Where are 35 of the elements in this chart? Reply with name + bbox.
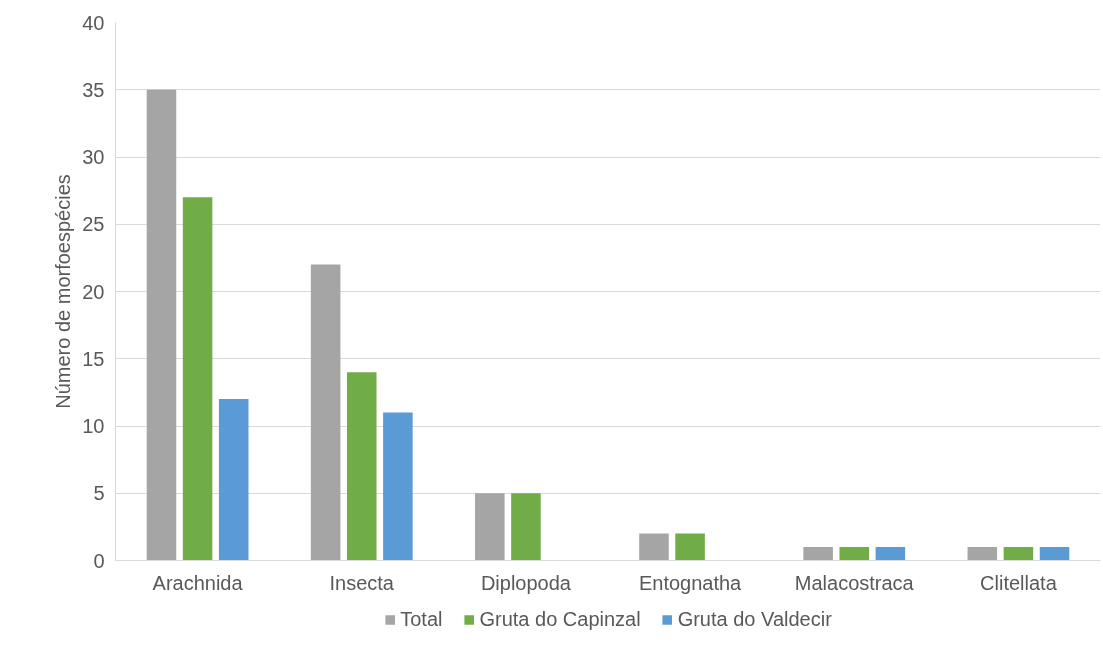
legend-label: Total: [400, 607, 443, 631]
legend-label: Gruta do Capinzal: [479, 607, 641, 631]
x-tick-label: Insecta: [329, 571, 395, 594]
x-tick-label: Diplopoda: [480, 571, 572, 594]
bar: [511, 493, 541, 561]
x-tick-label: Entognatha: [638, 571, 743, 594]
bar: [218, 399, 249, 561]
bar: [675, 533, 705, 561]
bar: [383, 412, 413, 561]
y-tick-label: 15: [82, 347, 105, 370]
y-tick-label: 10: [82, 415, 105, 437]
legend-label: Gruta do Valdecir: [677, 607, 832, 631]
bar: [475, 493, 505, 561]
x-tick-label: Malacostraca: [794, 571, 915, 594]
y-tick-label: 35: [82, 78, 105, 101]
y-tick-label: 25: [82, 213, 105, 236]
bar: [803, 547, 833, 561]
bar: [1003, 547, 1034, 561]
bar: [967, 547, 998, 561]
y-tick-label: 40: [82, 11, 105, 34]
x-tick-label: Clitellata: [980, 571, 1058, 594]
bar: [1039, 547, 1070, 561]
bar: [310, 264, 341, 561]
bar: [346, 372, 377, 561]
y-tick-label: 5: [93, 482, 105, 505]
bar: [146, 89, 177, 561]
bar: [639, 533, 669, 561]
bar: [182, 197, 213, 561]
y-axis-title: Número de morfoespécies: [52, 174, 75, 409]
y-tick-label: 20: [82, 280, 105, 303]
y-tick-label: 0: [93, 549, 105, 572]
x-tick-label: Arachnida: [152, 571, 244, 594]
bar: [875, 547, 906, 561]
y-tick-label: 30: [82, 146, 105, 168]
bar: [839, 547, 870, 561]
